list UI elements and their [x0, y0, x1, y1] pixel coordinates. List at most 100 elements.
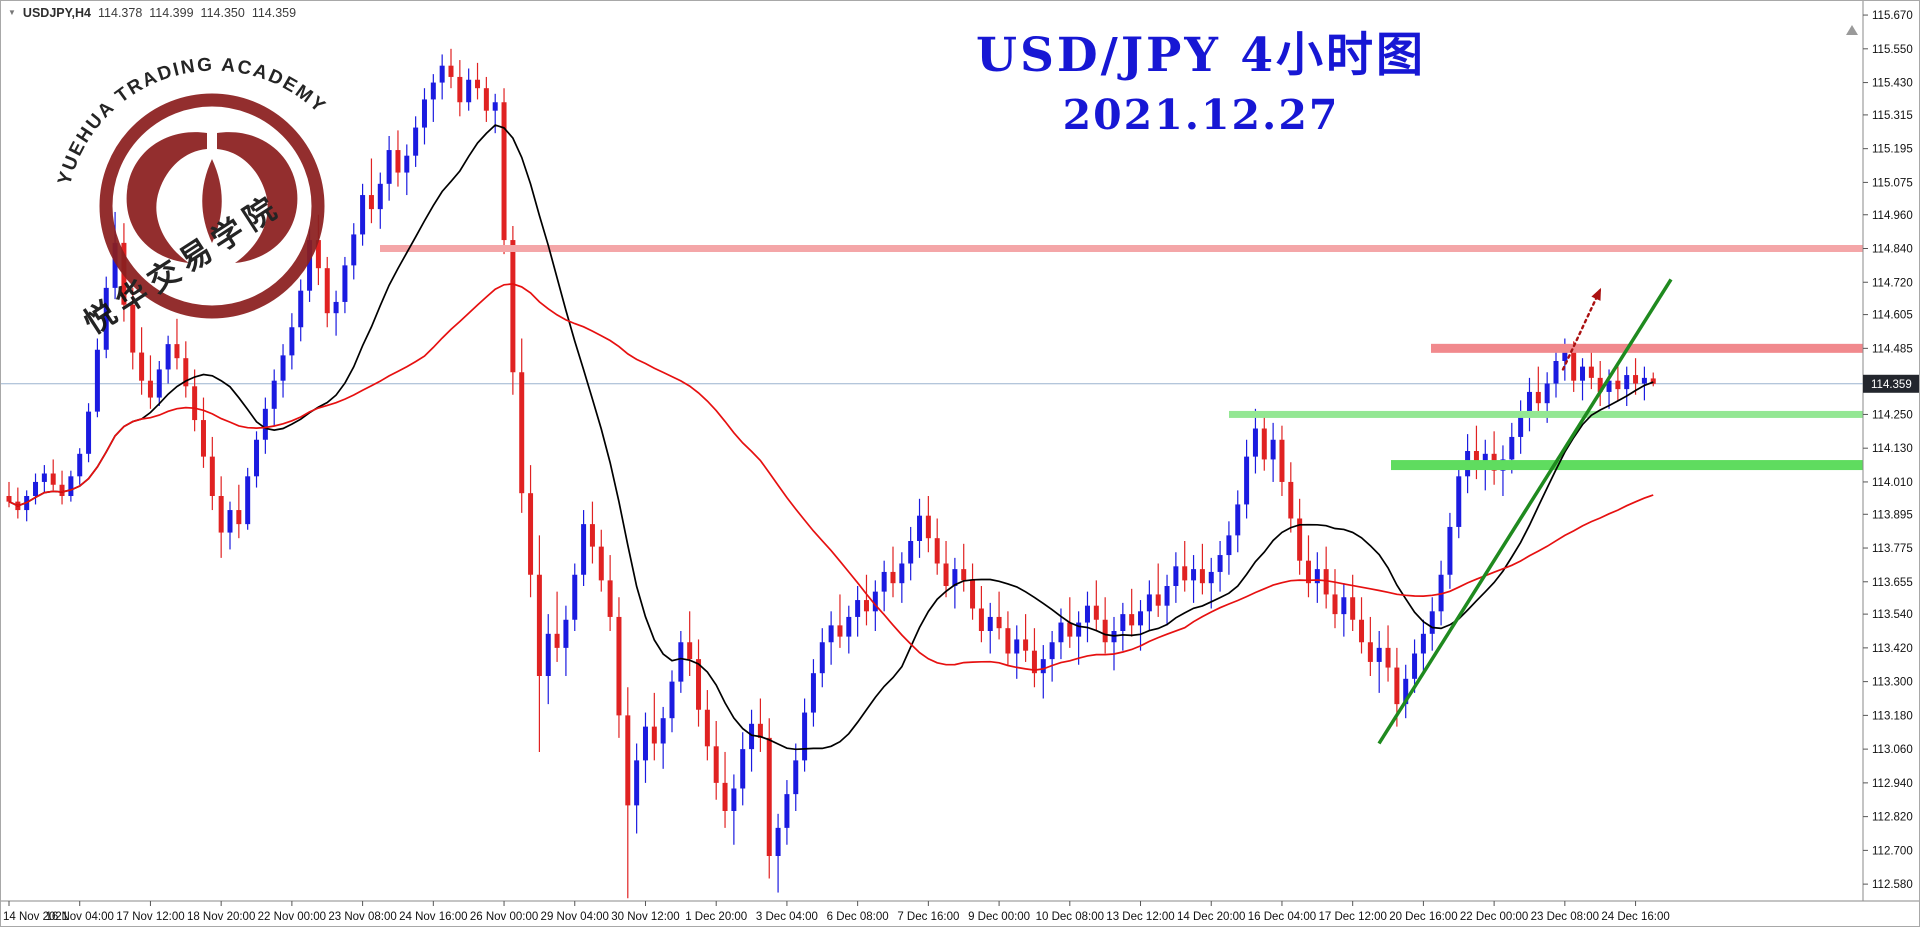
- candle-body-down: [1102, 619, 1108, 643]
- candle-body-up: [581, 524, 587, 575]
- projection-arrow[interactable]: [1561, 286, 1603, 371]
- x-axis-label: 1 Dec 20:00: [685, 911, 747, 923]
- candle-body-up: [1412, 653, 1418, 679]
- candle-body-down: [1571, 352, 1577, 381]
- time-axis[interactable]: [1, 901, 1863, 927]
- candle-body-up: [678, 642, 684, 682]
- x-axis-label: 10 Dec 08:00: [1036, 911, 1104, 923]
- candle-body-up: [1641, 377, 1647, 384]
- candle-body-down: [651, 726, 657, 744]
- candle-body-up: [1526, 391, 1532, 415]
- symbol-dropdown-icon[interactable]: ▼: [8, 8, 16, 17]
- candle-body-up: [1084, 605, 1090, 623]
- y-axis-label: 113.060: [1872, 744, 1913, 756]
- candle-body-up: [1173, 566, 1179, 586]
- candle-body-up: [908, 541, 914, 564]
- x-axis-label: 22 Dec 00:00: [1460, 911, 1528, 923]
- candle-body-up: [1146, 594, 1152, 612]
- support-zone-upper[interactable]: [1229, 410, 1863, 418]
- y-axis-label: 113.655: [1872, 577, 1913, 589]
- candle-body-down: [1067, 622, 1073, 637]
- candle-body-down: [315, 240, 321, 269]
- y-axis-label: 112.580: [1872, 879, 1913, 891]
- candle-body-down: [589, 524, 595, 547]
- candle-body-down: [757, 723, 763, 738]
- candle-body-down: [519, 372, 525, 494]
- resistance-zone-lower[interactable]: [1431, 343, 1863, 353]
- candle-body-down: [147, 380, 153, 398]
- candle-body-up: [1226, 535, 1232, 556]
- candle-body-down: [174, 344, 180, 359]
- x-axis-label: 14 Dec 20:00: [1177, 911, 1245, 923]
- candle-body-up: [33, 481, 39, 496]
- candle-body-down: [483, 88, 489, 111]
- candle-body-down: [1031, 650, 1037, 674]
- candle-body-up: [1076, 622, 1082, 637]
- candle-body-up: [404, 155, 410, 173]
- candle-body-down: [1297, 518, 1303, 561]
- candle-body-up: [413, 127, 419, 156]
- candle-body-up: [165, 344, 171, 370]
- y-axis-label: 112.820: [1872, 812, 1913, 824]
- candle-body-down: [625, 715, 631, 806]
- candle-body-down: [961, 569, 967, 581]
- price-axis[interactable]: [1863, 1, 1920, 927]
- trend-line[interactable]: [1377, 278, 1673, 745]
- candle-body-up: [333, 301, 339, 314]
- candle-body-down: [616, 616, 622, 716]
- y-axis-label: 114.250: [1872, 409, 1913, 421]
- candle-body-up: [1562, 352, 1568, 361]
- support-zone-lower[interactable]: [1391, 460, 1863, 471]
- y-axis-label: 113.420: [1872, 643, 1913, 655]
- candle-body-down: [996, 616, 1002, 629]
- projection-arrow-head: [1591, 287, 1601, 301]
- candle-body-up: [112, 242, 118, 288]
- y-axis-label: 114.010: [1872, 477, 1913, 489]
- resistance-zone-upper[interactable]: [380, 245, 1863, 252]
- candle-body-up: [227, 510, 233, 533]
- x-axis-label: 17 Dec 12:00: [1318, 911, 1386, 923]
- chart-shift-marker-icon: [1846, 25, 1858, 35]
- candle-body-up: [377, 183, 383, 210]
- candle-body-down: [139, 352, 145, 381]
- candle-body-up: [430, 82, 436, 100]
- candle-body-up: [545, 633, 551, 676]
- candle-body-down: [1279, 439, 1285, 482]
- candle-body-up: [1314, 569, 1320, 584]
- candle-body-down: [236, 510, 242, 525]
- candle-body-up: [669, 681, 675, 719]
- candle-body-down: [121, 242, 127, 305]
- candle-body-up: [280, 355, 286, 381]
- candle-body-up: [94, 349, 100, 412]
- candle-body-down: [713, 746, 719, 783]
- candle-body-up: [1049, 642, 1055, 660]
- x-axis-label: 24 Nov 16:00: [399, 911, 467, 923]
- candle-body-up: [1341, 597, 1347, 615]
- candle-body-up: [342, 265, 348, 302]
- candle-body-up: [271, 380, 277, 409]
- candle-body-up: [351, 234, 357, 266]
- candle-body-up: [156, 369, 162, 398]
- candle-body-down: [1350, 597, 1356, 620]
- candle-body-down: [1588, 366, 1594, 378]
- x-axis-label: 18 Nov 20:00: [187, 911, 255, 923]
- x-axis-label: 17 Nov 12:00: [116, 911, 184, 923]
- x-axis-label: 14 Nov 2021: [3, 911, 68, 923]
- candle-body-down: [1394, 667, 1400, 705]
- candle-body-down: [192, 386, 198, 421]
- candle-body-up: [86, 411, 92, 454]
- candle-body-up: [1014, 639, 1020, 654]
- candle-body-up: [1553, 361, 1559, 384]
- current-price-tag-label: 114.359: [1871, 379, 1912, 391]
- candle-body-up: [289, 327, 295, 356]
- candle-body-up: [439, 65, 445, 83]
- candle-body-down: [1535, 391, 1541, 404]
- candle-body-up: [1058, 622, 1064, 643]
- y-axis-label: 113.300: [1872, 677, 1913, 689]
- candle-body-up: [784, 794, 790, 828]
- candle-body-up: [1138, 611, 1144, 626]
- candle-body-up: [855, 600, 861, 617]
- candle-body-down: [1288, 481, 1294, 519]
- candle-body-down: [1023, 639, 1029, 651]
